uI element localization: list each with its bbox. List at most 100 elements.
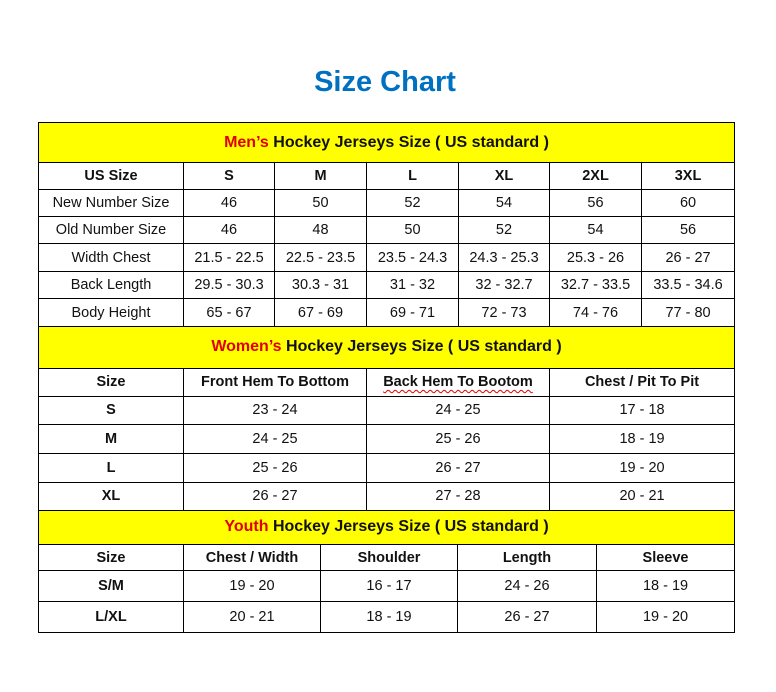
table-cell: 17 - 18 <box>548 396 736 425</box>
row-label: L/XL <box>38 601 184 633</box>
table-cell: 19 - 20 <box>183 570 321 602</box>
womens-table: Women’s Hockey Jerseys Size ( US standar… <box>37 327 736 511</box>
table-cell: 29.5 - 30.3 <box>183 271 275 299</box>
table-cell: 74 - 76 <box>549 298 642 327</box>
youth-header-accent: Youth <box>224 518 269 536</box>
youth-table: Youth Hockey Jerseys Size ( US standard … <box>37 510 736 633</box>
table-cell: 56 <box>640 216 736 244</box>
table-cell: 26 - 27 <box>183 482 367 511</box>
column-header: Chest / Pit To Pit <box>548 368 736 397</box>
table-cell: 25.3 - 26 <box>549 243 642 272</box>
table-cell: 32 - 32.7 <box>458 271 550 299</box>
table-row: M 24 - 25 25 - 26 18 - 19 <box>38 424 736 454</box>
table-row: L/XL 20 - 21 18 - 19 26 - 27 19 - 20 <box>38 601 736 633</box>
row-label: M <box>38 424 184 454</box>
table-row: L 25 - 26 26 - 27 19 - 20 <box>38 453 736 483</box>
table-cell: 18 - 19 <box>548 424 736 454</box>
row-label: L <box>38 453 184 483</box>
youth-section-header: Youth Hockey Jerseys Size ( US standard … <box>37 510 736 545</box>
table-cell: 26 - 27 <box>640 243 736 272</box>
table-cell: 22.5 - 23.5 <box>274 243 367 272</box>
table-cell: 46 <box>183 189 275 217</box>
table-row: S 23 - 24 24 - 25 17 - 18 <box>38 396 736 425</box>
column-header: 3XL <box>640 162 736 190</box>
table-cell: 31 - 32 <box>366 271 459 299</box>
page-title: Size Chart <box>314 66 456 98</box>
table-cell: 24 - 25 <box>366 396 550 425</box>
table-cell: 24 - 26 <box>457 570 597 602</box>
table-cell: 54 <box>549 216 642 244</box>
row-label: Old Number Size <box>38 216 184 244</box>
table-cell: 25 - 26 <box>183 453 367 483</box>
column-header: XL <box>458 162 550 190</box>
table-cell: 25 - 26 <box>366 424 550 454</box>
mens-section-header: Men’s Hockey Jerseys Size ( US standard … <box>37 122 736 163</box>
table-cell: 48 <box>274 216 367 244</box>
column-header-row: US Size S M L XL 2XL 3XL <box>38 162 736 190</box>
table-row: XL 26 - 27 27 - 28 20 - 21 <box>38 482 736 511</box>
womens-header-text: Hockey Jerseys Size ( US standard ) <box>281 338 562 356</box>
table-cell: 26 - 27 <box>366 453 550 483</box>
table-cell: 19 - 20 <box>595 601 736 633</box>
row-label: New Number Size <box>38 189 184 217</box>
table-cell: 18 - 19 <box>595 570 736 602</box>
column-header: S <box>183 162 275 190</box>
table-cell: 77 - 80 <box>640 298 736 327</box>
column-header: Chest / Width <box>183 544 321 571</box>
column-header: 2XL <box>549 162 642 190</box>
column-header: Length <box>457 544 597 571</box>
table-cell: 24.3 - 25.3 <box>458 243 550 272</box>
mens-section-header-row: Men’s Hockey Jerseys Size ( US standard … <box>37 122 736 163</box>
size-chart: Men’s Hockey Jerseys Size ( US standard … <box>37 122 736 633</box>
table-row: S/M 19 - 20 16 - 17 24 - 26 18 - 19 <box>38 570 736 602</box>
table-cell: 18 - 19 <box>320 601 458 633</box>
womens-section-header-row: Women’s Hockey Jerseys Size ( US standar… <box>37 327 736 369</box>
column-header: Size <box>38 368 184 397</box>
table-cell: 33.5 - 34.6 <box>640 271 736 299</box>
column-header: L <box>366 162 459 190</box>
row-label: Width Chest <box>38 243 184 272</box>
table-row: Body Height 65 - 67 67 - 69 69 - 71 72 - 73 7… <box>38 298 736 327</box>
table-row: Old Number Size 46 48 50 52 54 56 <box>38 216 736 244</box>
column-header: Front Hem To Bottom <box>183 368 367 397</box>
table-cell: 21.5 - 22.5 <box>183 243 275 272</box>
mens-table: Men’s Hockey Jerseys Size ( US standard … <box>37 122 736 327</box>
table-cell: 23.5 - 24.3 <box>366 243 459 272</box>
table-cell: 72 - 73 <box>458 298 550 327</box>
column-header: Back Hem To Bootom <box>366 368 550 397</box>
table-cell: 54 <box>458 189 550 217</box>
table-cell: 60 <box>640 189 736 217</box>
table-cell: 27 - 28 <box>366 482 550 511</box>
table-cell: 46 <box>183 216 275 244</box>
column-header-row: Size Front Hem To Bottom Back Hem To Booto… <box>38 368 736 397</box>
table-cell: 52 <box>458 216 550 244</box>
table-cell: 16 - 17 <box>320 570 458 602</box>
table-cell: 24 - 25 <box>183 424 367 454</box>
row-label: Back Length <box>38 271 184 299</box>
table-cell: 50 <box>366 216 459 244</box>
table-cell: 52 <box>366 189 459 217</box>
column-header: Size <box>38 544 184 571</box>
column-header-text: Back Hem To Bootom <box>383 374 533 390</box>
row-label: S <box>38 396 184 425</box>
table-cell: 30.3 - 31 <box>274 271 367 299</box>
mens-header-accent: Men’s <box>224 133 269 151</box>
youth-section-header-row: Youth Hockey Jerseys Size ( US standard … <box>37 510 736 545</box>
table-cell: 23 - 24 <box>183 396 367 425</box>
column-header: US Size <box>38 162 184 190</box>
table-cell: 65 - 67 <box>183 298 275 327</box>
column-header: Shoulder <box>320 544 458 571</box>
table-cell: 26 - 27 <box>457 601 597 633</box>
table-row: Width Chest 21.5 - 22.5 22.5 - 23.5 23.5 - … <box>38 243 736 272</box>
table-cell: 67 - 69 <box>274 298 367 327</box>
table-cell: 50 <box>274 189 367 217</box>
womens-section-header: Women’s Hockey Jerseys Size ( US standar… <box>37 327 736 369</box>
table-cell: 20 - 21 <box>183 601 321 633</box>
table-row: New Number Size 46 50 52 54 56 60 <box>38 189 736 217</box>
column-header-row: Size Chest / Width Shoulder Length Sleeve <box>38 544 736 571</box>
row-label: Body Height <box>38 298 184 327</box>
womens-header-accent: Women’s <box>211 338 282 356</box>
youth-header-text: Hockey Jerseys Size ( US standard ) <box>268 518 549 536</box>
table-cell: 32.7 - 33.5 <box>549 271 642 299</box>
table-cell: 69 - 71 <box>366 298 459 327</box>
